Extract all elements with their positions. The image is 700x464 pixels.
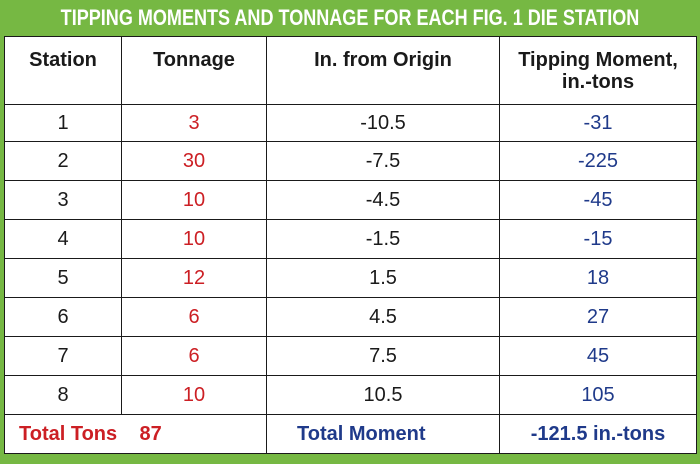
table-row: 3 10 -4.5 -45 <box>4 180 697 220</box>
tonnage-cell: 6 <box>121 336 267 376</box>
total-tons-value: 87 <box>121 414 267 454</box>
moment-cell: 45 <box>499 336 697 376</box>
origin-cell: 1.5 <box>266 258 500 298</box>
header-moment: Tipping Moment, in.-tons <box>499 36 697 105</box>
origin-cell: 4.5 <box>266 297 500 337</box>
station-cell: 3 <box>4 180 122 220</box>
tonnage-cell: 30 <box>121 141 267 181</box>
die-station-table: Station Tonnage In. from Origin Tipping … <box>4 36 697 454</box>
tonnage-cell: 10 <box>121 375 267 415</box>
table-row: 8 10 10.5 105 <box>4 375 697 415</box>
origin-cell: -10.5 <box>266 104 500 142</box>
total-moment-label: Total Moment <box>266 414 500 454</box>
tonnage-cell: 10 <box>121 219 267 259</box>
station-cell: 5 <box>4 258 122 298</box>
header-station: Station <box>4 36 122 105</box>
moment-cell: 105 <box>499 375 697 415</box>
header-row: Station Tonnage In. from Origin Tipping … <box>4 36 697 105</box>
station-cell: 4 <box>4 219 122 259</box>
header-tonnage: Tonnage <box>121 36 267 105</box>
table-row: 4 10 -1.5 -15 <box>4 219 697 259</box>
header-moment-line2: in.-tons <box>561 71 635 93</box>
moment-cell: -225 <box>499 141 697 181</box>
table-row: 1 3 -10.5 -31 <box>4 104 697 142</box>
tonnage-cell: 6 <box>121 297 267 337</box>
origin-cell: 10.5 <box>266 375 500 415</box>
table-row: 5 12 1.5 18 <box>4 258 697 298</box>
moment-cell: 18 <box>499 258 697 298</box>
moment-cell: 27 <box>499 297 697 337</box>
header-moment-line1: Tipping Moment, <box>518 49 678 71</box>
table-row: 7 6 7.5 45 <box>4 336 697 376</box>
tonnage-cell: 3 <box>121 104 267 142</box>
table-row: 2 30 -7.5 -225 <box>4 141 697 181</box>
station-cell: 8 <box>4 375 122 415</box>
total-moment-value: -121.5 in.-tons <box>499 414 697 454</box>
moment-cell: -31 <box>499 104 697 142</box>
table-row: 6 6 4.5 27 <box>4 297 697 337</box>
station-cell: 2 <box>4 141 122 181</box>
moment-cell: -45 <box>499 180 697 220</box>
origin-cell: -4.5 <box>266 180 500 220</box>
origin-cell: -1.5 <box>266 219 500 259</box>
totals-row: Total Tons 87 Total Moment -121.5 in.-to… <box>4 414 697 454</box>
station-cell: 1 <box>4 104 122 142</box>
table-title: TIPPING MOMENTS AND TONNAGE FOR EACH FIG… <box>60 5 640 30</box>
tonnage-cell: 10 <box>121 180 267 220</box>
origin-cell: -7.5 <box>266 141 500 181</box>
header-origin: In. from Origin <box>266 36 500 105</box>
origin-cell: 7.5 <box>266 336 500 376</box>
moment-cell: -15 <box>499 219 697 259</box>
tonnage-cell: 12 <box>121 258 267 298</box>
total-tons-label: Total Tons <box>4 414 122 454</box>
station-cell: 7 <box>4 336 122 376</box>
station-cell: 6 <box>4 297 122 337</box>
